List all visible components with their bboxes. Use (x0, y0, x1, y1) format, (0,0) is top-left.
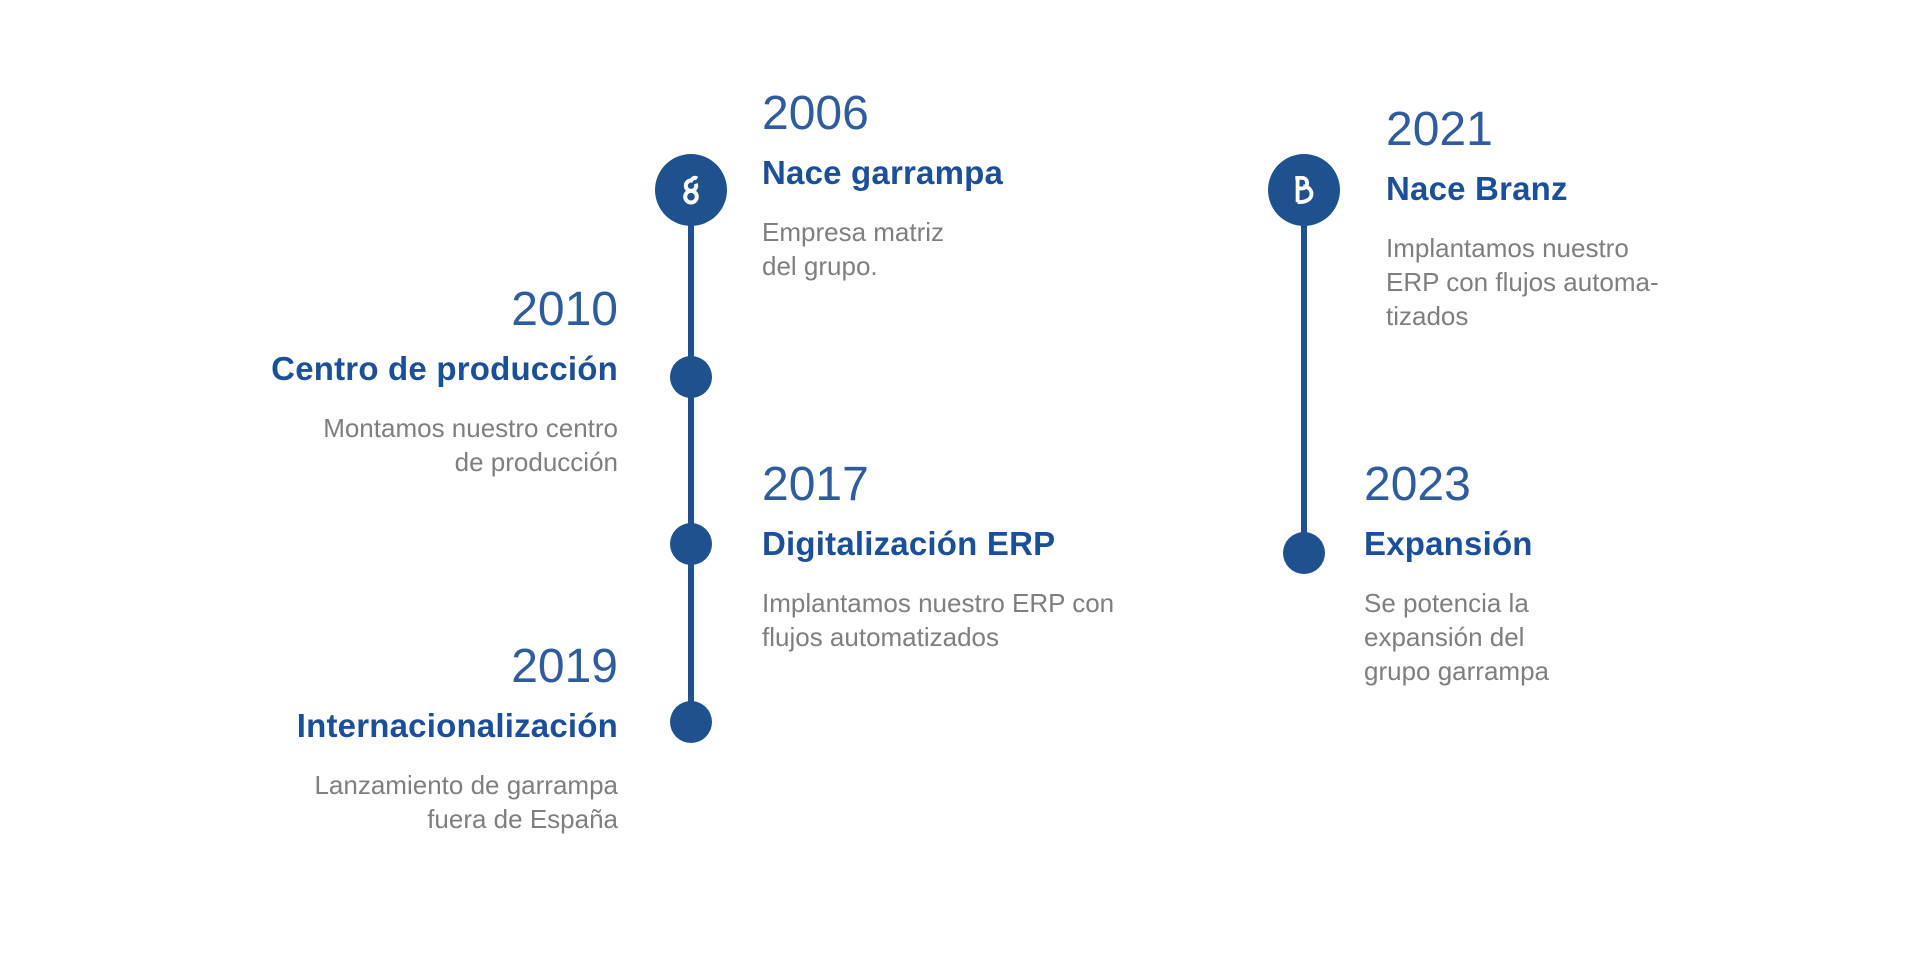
milestone-description: Lanzamiento de garrampa fuera de España (314, 770, 618, 835)
milestone-title: Internacionalización (296, 706, 618, 744)
milestone-2017: 2017 Digitalización ERP Implantamos nues… (762, 458, 1192, 655)
branz-logo-badge (1268, 154, 1340, 226)
milestone-year: 2017 (762, 458, 869, 511)
milestone-description: Implantamos nuestro ERP con flujos autom… (1386, 233, 1659, 331)
milestone-description: Empresa matriz del grupo. (762, 217, 945, 282)
milestone-title: Nace garrampa (762, 153, 1004, 191)
milestone-year: 2006 (762, 87, 869, 140)
milestone-2019: 2019 Internacionalización Lanzamiento de… (158, 640, 618, 837)
milestone-description: Implantamos nuestro ERP con flujos autom… (762, 588, 1115, 653)
timeline-dot-2019 (670, 701, 712, 743)
milestone-year: 2019 (511, 640, 618, 693)
milestone-year: 2021 (1386, 103, 1493, 156)
milestone-title: Centro de producción (271, 349, 618, 387)
garrampa-logo-badge (655, 154, 727, 226)
milestone-2006: 2006 Nace garrampa Empresa matriz del gr… (762, 87, 1192, 284)
garrampa-timeline-line (688, 190, 694, 724)
milestone-title: Expansión (1364, 524, 1533, 562)
milestone-2010: 2010 Centro de producción Montamos nuest… (158, 283, 618, 480)
milestone-year: 2023 (1364, 458, 1471, 511)
milestone-year: 2010 (511, 283, 618, 336)
timeline-dot-2017 (670, 523, 712, 565)
milestone-description: Se potencia la expansión del grupo garra… (1364, 588, 1549, 686)
branz-timeline-line (1301, 190, 1307, 554)
branz-b-logo-icon (1281, 167, 1327, 213)
milestone-description: Montamos nuestro centro de producción (323, 413, 618, 478)
timeline-dot-2023 (1283, 532, 1325, 574)
milestone-2023: 2023 Expansión Se potencia la expansión … (1364, 458, 1744, 689)
milestone-2021: 2021 Nace Branz Implantamos nuestro ERP … (1386, 103, 1766, 334)
garrampa-g-logo-icon (669, 168, 713, 212)
milestone-title: Nace Branz (1386, 169, 1568, 207)
milestone-title: Digitalización ERP (762, 524, 1056, 562)
timeline-dot-2010 (670, 356, 712, 398)
